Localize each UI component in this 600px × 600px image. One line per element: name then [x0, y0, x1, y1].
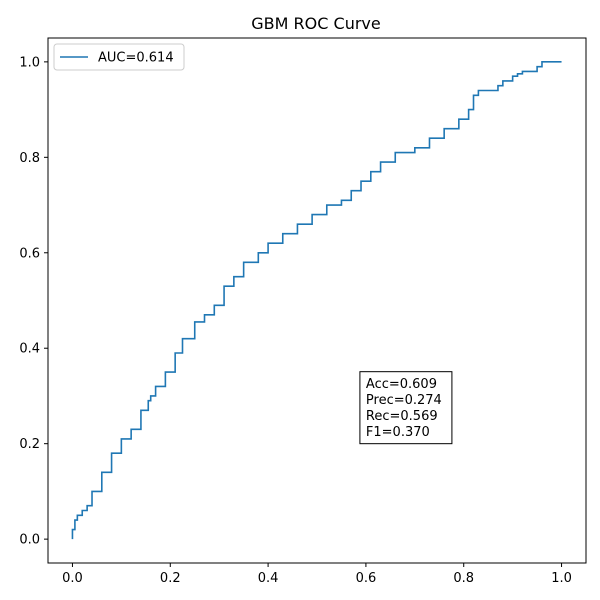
y-tick-label: 0.4	[19, 342, 40, 357]
metrics-box	[359, 371, 453, 445]
roc-curve-line	[71, 61, 562, 540]
y-tick-label: 0.0	[19, 533, 40, 548]
chart-title: GBM ROC Curve	[251, 14, 380, 33]
legend: AUC=0.614	[53, 43, 185, 71]
metric-line: Acc=0.609	[366, 377, 437, 392]
x-tick-label: 0.2	[160, 571, 181, 586]
x-tick-label: 1.0	[551, 571, 572, 586]
x-tick-label: 0.0	[62, 571, 83, 586]
legend-label: AUC=0.614	[98, 51, 174, 66]
series-layer	[71, 61, 562, 540]
metric-line: Rec=0.569	[366, 409, 438, 424]
y-tick-label: 1.0	[19, 55, 40, 70]
x-tick-label: 0.8	[453, 571, 474, 586]
y-tick-label: 0.8	[19, 151, 40, 166]
y-tick-label: 0.6	[19, 246, 40, 261]
ticks-layer: 0.0 0.2 0.4 0.6 0.8 1.0 0.0 0.2 0.4 0.6 0.8 1.0	[19, 55, 572, 586]
x-tick-label: 0.4	[258, 571, 279, 586]
x-tick-label: 0.6	[356, 571, 377, 586]
metric-line: F1=0.370	[366, 425, 430, 440]
y-tick-label: 0.2	[19, 437, 40, 452]
metric-line: Prec=0.274	[366, 393, 442, 408]
legend-box	[53, 43, 185, 71]
axes-frame	[47, 37, 587, 564]
